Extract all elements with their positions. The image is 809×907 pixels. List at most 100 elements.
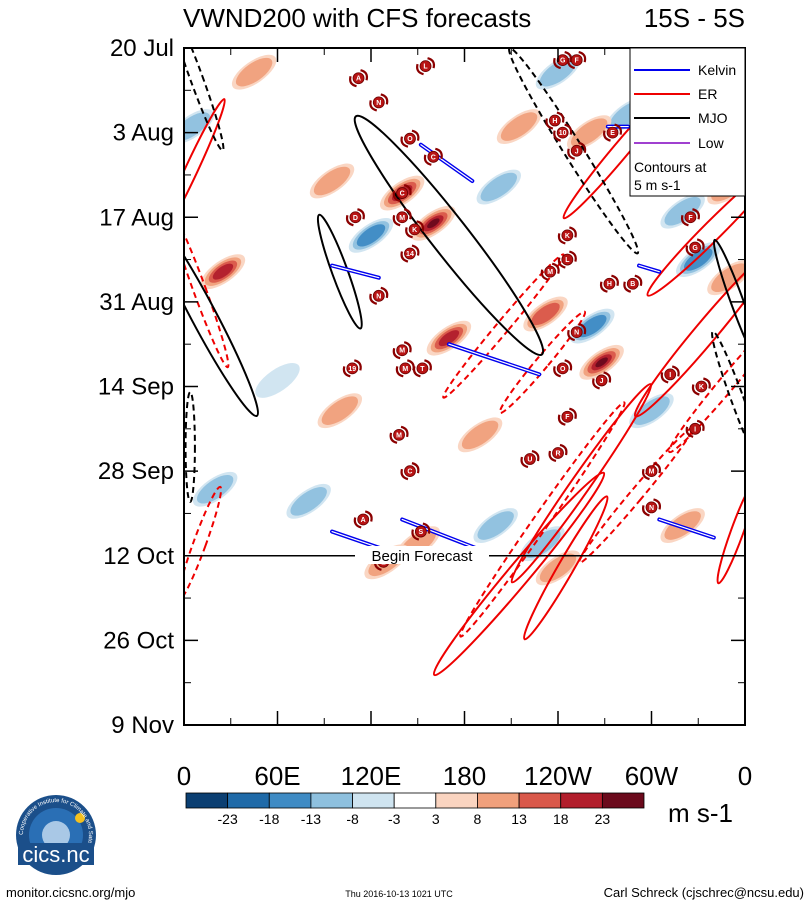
anomaly-patch-3-level-3 [438, 330, 460, 347]
anomaly-patch-18-level-1 [477, 511, 514, 540]
anomaly-patch-9-level-1 [480, 172, 517, 202]
storm-icon-arm-32 [553, 123, 573, 142]
anomaly-patch-0-level-4 [427, 218, 440, 229]
storm-icon-7 [396, 211, 409, 224]
chart-title: VWND200 with CFS forecasts [183, 3, 531, 33]
storm-label-18: S [419, 529, 424, 536]
storm-icon-9 [404, 247, 416, 260]
storm-11: M [392, 341, 412, 360]
er-wave-13 [716, 478, 745, 585]
storm-label-39: I [669, 372, 671, 379]
storm-label-5: C [400, 191, 405, 198]
storm-icon-arm-33 [567, 141, 587, 160]
legend-box [629, 47, 746, 197]
storm-icon-11 [396, 344, 409, 357]
colorbar-swatch-9 [560, 792, 603, 809]
er-contours [184, 82, 745, 677]
storm-15: M [389, 425, 409, 444]
colorbar-label-2: -13 [301, 811, 321, 827]
storm-label-10: N [376, 293, 381, 300]
mjo-contours [184, 48, 745, 503]
storm-41: I [685, 419, 705, 438]
y-tick-label-4: 14 Sep [98, 374, 174, 401]
x-tick-label-4: 120W [524, 761, 592, 791]
storm-label-16: C [407, 469, 412, 476]
colorbar-label-3: -8 [346, 811, 359, 827]
anomaly-patch-16-level-1 [290, 487, 327, 516]
er-wave-9 [523, 495, 609, 641]
anomaly-patch-15-level-1 [196, 474, 234, 504]
colorbar-label-5: 3 [432, 811, 440, 827]
colorbar-swatch-10 [601, 792, 645, 809]
storm-label-6: D [353, 215, 358, 222]
y-tick-label-0: 20 Jul [110, 35, 174, 62]
storm-4: C [423, 147, 443, 166]
storm-icon-arm-4 [423, 147, 443, 166]
storm-37: H [599, 274, 619, 293]
er-wave-6 [510, 383, 653, 584]
forecast-label: Begin Forecast [372, 548, 474, 565]
storm-38: B [623, 274, 643, 293]
storm-7: M [392, 208, 412, 227]
storm-icon-30 [570, 54, 583, 66]
storm-label-7: M [399, 215, 405, 222]
storm-label-1: L [423, 64, 428, 71]
anomaly-patch-2-level-3 [212, 263, 234, 280]
storm-icon-41 [689, 422, 702, 435]
storm-icon-12 [346, 362, 359, 375]
y-tick-label-6: 12 Oct [103, 543, 174, 570]
storm-icon-arm-7 [392, 208, 412, 227]
storm-icon-10 [372, 289, 385, 302]
storm-label-15: M [396, 432, 402, 439]
footer-url[interactable]: monitor.cicsnc.org/mjo [6, 885, 135, 900]
storm-12: 19 [342, 359, 362, 378]
colorbar-swatch-0 [185, 792, 229, 809]
storm-23: N [567, 323, 587, 342]
mjo-wave-2 [184, 210, 259, 418]
colorbar-label-0: -23 [218, 811, 238, 827]
storm-32: 10 [553, 123, 573, 142]
storm-label-42: M [649, 469, 655, 476]
legend-note-line1: Contours at [634, 159, 706, 175]
storm-icon-43 [645, 501, 658, 514]
storm-icon-arm-35 [680, 208, 700, 227]
storm-icon-arm-41 [685, 419, 705, 438]
storm-2: N [369, 93, 389, 112]
storm-icon-arm-0 [349, 69, 369, 88]
storm-icon-arm-22 [557, 226, 577, 245]
storm-icon-arm-31 [545, 111, 565, 130]
storm-3: O [400, 129, 420, 148]
storm-icon-8 [408, 223, 421, 236]
storm-icon-arm-6 [345, 208, 365, 227]
storm-14: T [412, 359, 432, 378]
storm-icon-0 [352, 72, 365, 85]
storm-icon-arm-2 [369, 93, 389, 112]
storm-icon-36 [689, 241, 702, 254]
colorbar-swatch-2 [268, 792, 312, 809]
storm-icon-28 [524, 453, 536, 465]
storm-icon-arm-17 [353, 510, 373, 529]
kelvin-wave-inner-7 [638, 265, 660, 273]
storm-0: A [349, 69, 369, 88]
anomaly-patch-22-level-1 [539, 553, 577, 583]
x-tick-label-6: 0 [738, 761, 752, 791]
storm-icon-38 [626, 277, 639, 290]
storm-icon-arm-43 [642, 498, 661, 517]
legend: Kelvin ER MJO Low Contours at 5 m s-1 [629, 47, 746, 197]
storm-label-41: I [694, 426, 696, 433]
anomaly-patch-27-level-1 [461, 420, 499, 450]
anomaly-patch-12-level-1 [184, 112, 211, 141]
storm-icon-2 [372, 96, 385, 109]
legend-note-line2: 5 m s-1 [634, 177, 681, 193]
storm-icon-21 [561, 253, 574, 266]
storm-label-24: O [560, 366, 566, 373]
storm-icon-arm-40 [691, 377, 711, 396]
storm-label-36: G [692, 245, 698, 252]
storm-1: L [416, 57, 436, 76]
storm-icon-arm-16 [400, 462, 420, 481]
storm-21: L [557, 250, 577, 269]
anomaly-patch-31-level-1 [539, 57, 577, 87]
storm-42: M [642, 462, 661, 481]
storm-label-9: 14 [406, 251, 414, 258]
storm-10: N [369, 286, 389, 305]
